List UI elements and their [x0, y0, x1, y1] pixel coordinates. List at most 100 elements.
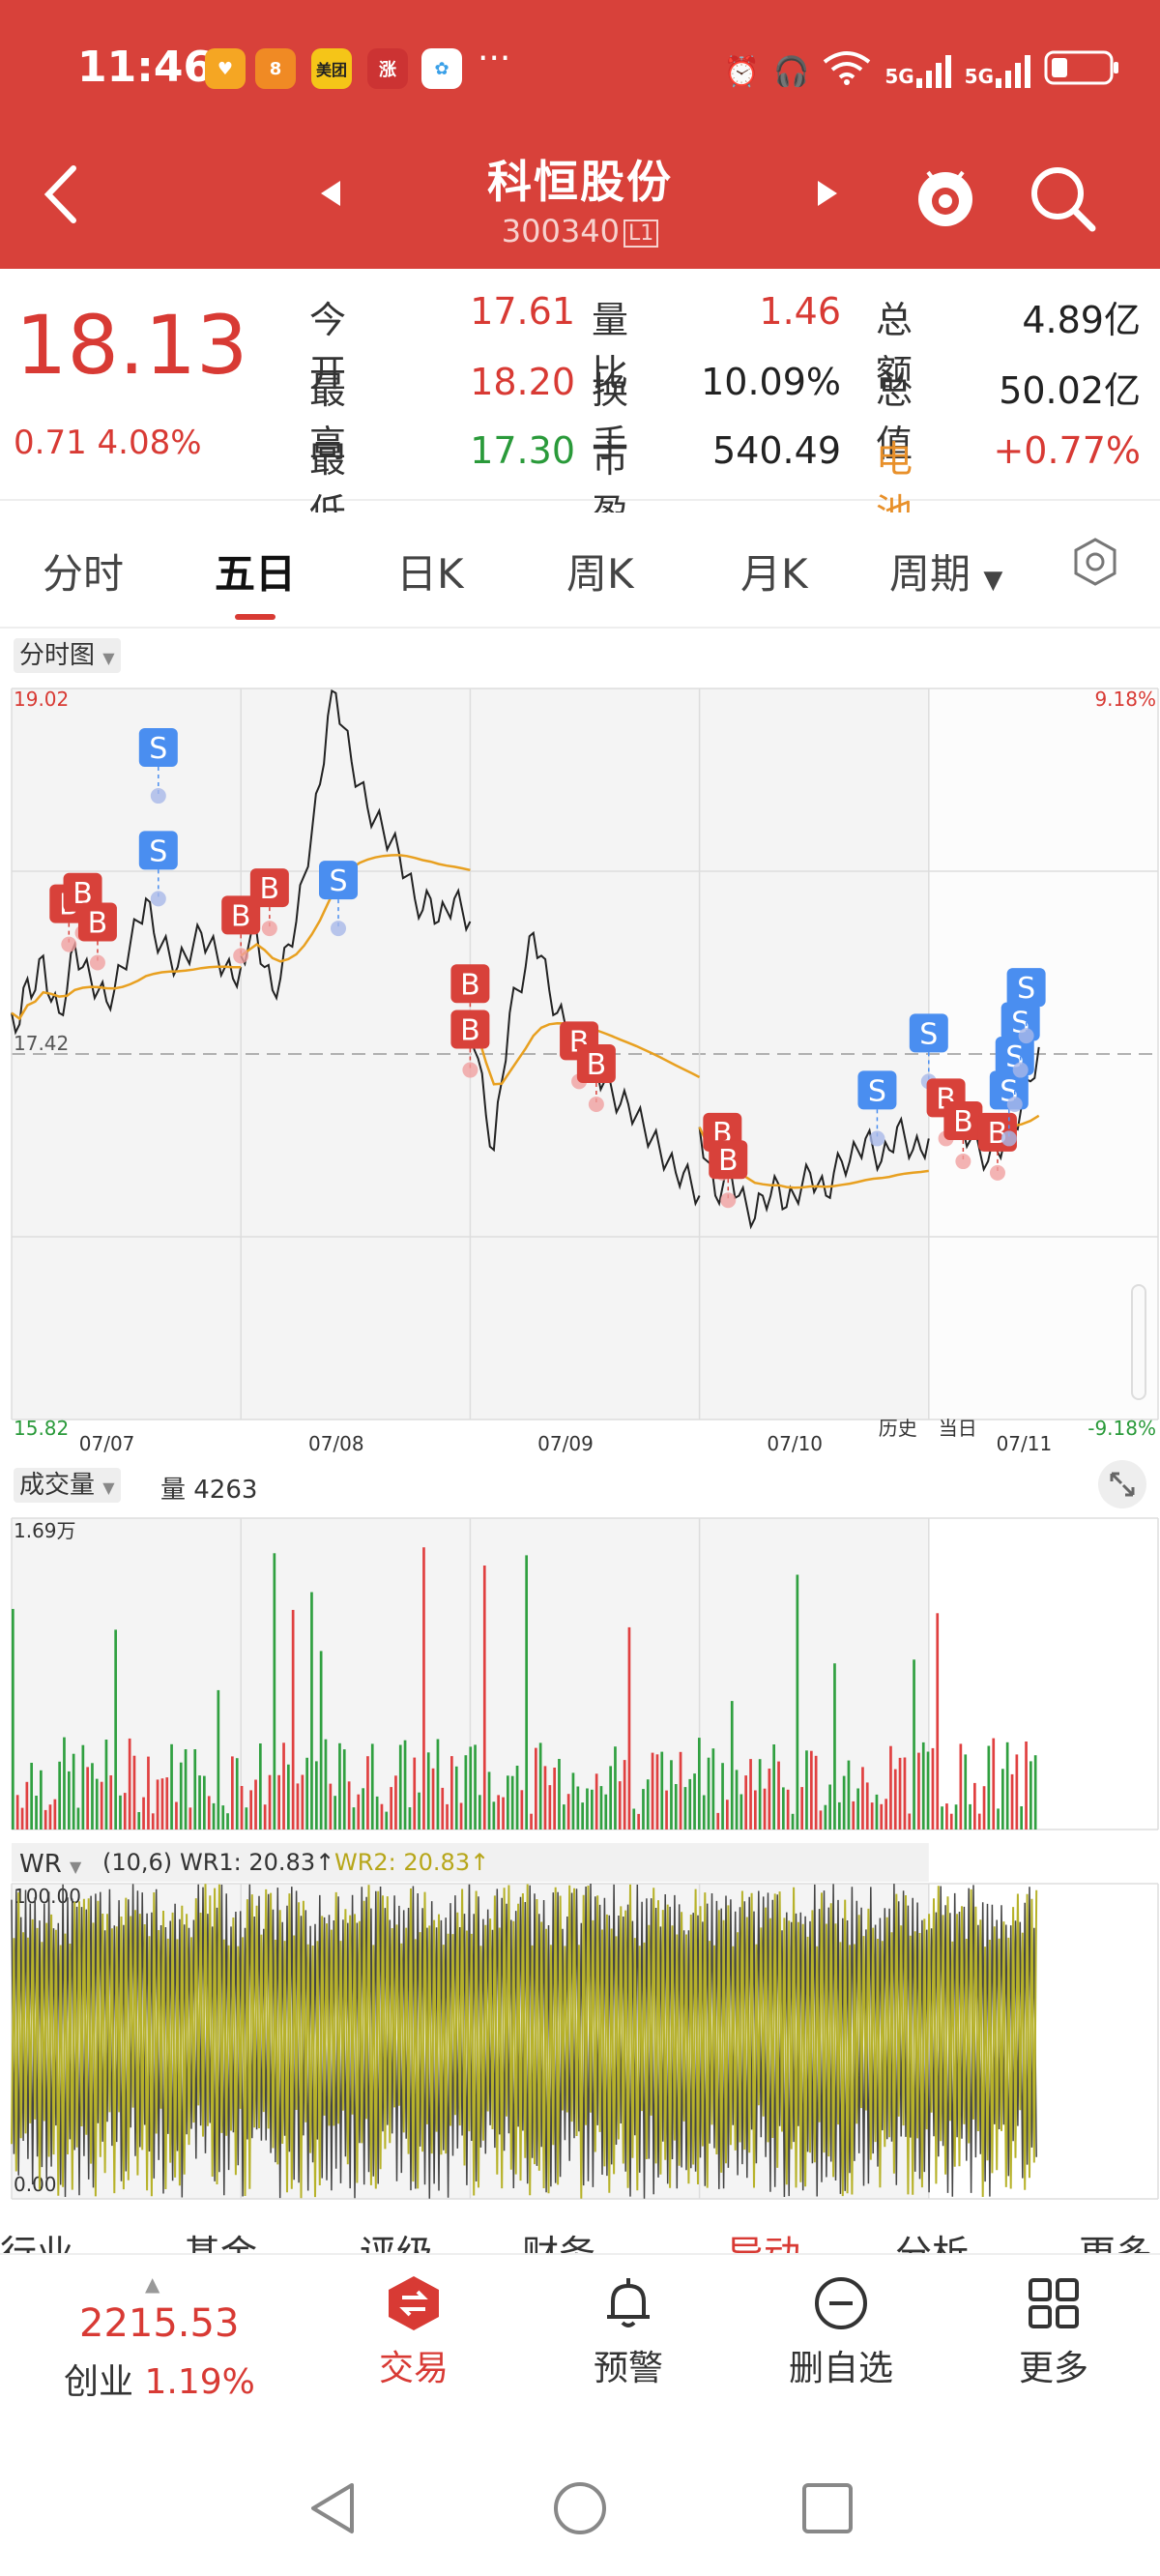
remove-watchlist-button[interactable]: 删自选	[764, 2274, 918, 2390]
alert-button[interactable]: 预警	[551, 2274, 706, 2390]
volume-bar-53	[259, 1743, 262, 1830]
wr-indicator-selector[interactable]: WR ▼	[14, 1847, 88, 1882]
signal-badge-9	[450, 1010, 490, 1049]
more-notifications-icon: ···	[478, 39, 511, 78]
volume-bar-213	[1005, 1742, 1009, 1830]
volume-bar-184	[870, 1802, 874, 1830]
volume-bar-211	[997, 1808, 1000, 1830]
info-tab-more[interactable]: 更多	[1079, 2224, 1152, 2253]
tab-daily-k[interactable]: 日K	[396, 550, 464, 598]
volume-bar-90	[431, 1768, 435, 1830]
android-nav-bar	[0, 2456, 1160, 2576]
tab-weekly-k[interactable]: 周K	[566, 550, 634, 598]
signal-label-17: B	[953, 1105, 973, 1139]
signal-label: 5G	[884, 65, 914, 88]
volume-bar-93	[446, 1803, 449, 1830]
volume-bar-19	[100, 1781, 103, 1830]
volume-bar-219	[1033, 1755, 1037, 1830]
volume-bar-198	[936, 1613, 940, 1830]
index-value[interactable]: 2215.53	[79, 2301, 240, 2346]
volume-bar-123	[586, 1788, 589, 1830]
assistant-button[interactable]	[914, 162, 976, 230]
volume-bar-95	[454, 1766, 458, 1830]
signal-dot-17	[955, 1154, 972, 1170]
volume-bar-186	[880, 1803, 884, 1830]
volume-bar-201	[949, 1813, 953, 1830]
volume-bar-117	[558, 1759, 561, 1830]
volume-bar-69	[334, 1796, 336, 1830]
wr-params: (10,6)	[102, 1849, 173, 1876]
info-tab-analysis[interactable]: 分析	[895, 2224, 969, 2253]
index-name-row[interactable]: 创业 1.19%	[64, 2354, 255, 2404]
volume-bar-42	[207, 1796, 211, 1830]
volume-bar-73	[352, 1807, 356, 1830]
info-tab-finance[interactable]: 财务	[522, 2224, 595, 2253]
back-button[interactable]	[41, 161, 79, 239]
info-tab-rating[interactable]: 评级	[360, 2224, 433, 2253]
quote-value-3: 18.20	[470, 361, 575, 403]
nav-recents-icon[interactable]	[800, 2481, 855, 2535]
volume-bar-196	[926, 1751, 930, 1830]
volume-bar-23	[119, 1795, 122, 1830]
tab-intraday[interactable]: 分时	[43, 550, 125, 598]
volume-bar-176	[833, 1663, 836, 1830]
volume-indicator-selector[interactable]: 成交量 ▼	[14, 1468, 121, 1503]
expand-chart-button[interactable]	[1098, 1460, 1146, 1508]
volume-bar-110	[525, 1555, 528, 1830]
tab-monthly-k[interactable]: 月K	[740, 550, 808, 598]
volume-bar-179	[847, 1760, 851, 1830]
volume-bar-187	[884, 1799, 887, 1830]
wr-axis-bottom: 0.00	[14, 2173, 57, 2196]
volume-bar-111	[530, 1813, 533, 1830]
volume-bar-178	[842, 1775, 846, 1830]
axis-date-4: 07/11	[997, 1432, 1053, 1455]
chart-settings-button[interactable]	[1069, 536, 1121, 598]
wr-header-bg	[12, 1843, 929, 1882]
trade-button[interactable]: 交易	[336, 2274, 491, 2390]
volume-bar-67	[324, 1739, 328, 1830]
five-day-chart[interactable]: BBBSSBBSBBBBBBSSBBBSSSS 19.0217.4215.829…	[10, 636, 1160, 2203]
volume-bar-103	[492, 1801, 496, 1830]
volume-bar-15	[81, 1744, 85, 1830]
signal-dot-4	[150, 891, 166, 907]
signal-badge-22	[1006, 968, 1046, 1008]
avg-line-07/07	[11, 965, 242, 1021]
signal-badge-15	[909, 1013, 948, 1053]
chart-scroll-handle[interactable]	[1131, 1284, 1146, 1400]
signal-dot-18	[989, 1164, 1005, 1181]
volume-bar-136	[646, 1779, 650, 1830]
volume-bar-39	[193, 1749, 197, 1830]
info-tab-fund[interactable]: 基金	[184, 2224, 257, 2253]
status-bar: 11:46 ♥ 8 美团 涨 ✿ ··· ⏰ 🎧 5G 5G	[0, 0, 1160, 135]
nav-back-icon[interactable]	[305, 2479, 360, 2537]
next-stock-button[interactable]	[816, 178, 839, 217]
main-chart-type-selector[interactable]: 分时图 ▼	[14, 638, 121, 673]
volume-bar-70	[338, 1742, 341, 1830]
tab-period-dropdown[interactable]: 周期 ▼	[889, 542, 1002, 600]
info-tab-abnormal[interactable]: 异动	[727, 2224, 800, 2253]
prev-stock-button[interactable]	[319, 178, 342, 217]
notification-app-icon: 8	[255, 48, 296, 89]
volume-bar-12	[68, 1771, 71, 1830]
search-button[interactable]	[1029, 164, 1096, 232]
volume-bar-156	[740, 1794, 743, 1830]
volume-bar-195	[921, 1742, 925, 1830]
volume-bar-208	[982, 1786, 986, 1830]
volume-bar-85	[408, 1807, 412, 1830]
volume-bar-167	[791, 1813, 795, 1830]
trade-icon	[389, 2276, 439, 2330]
zhang-app-icon: 涨	[367, 48, 408, 89]
volume-bar-18	[95, 1778, 99, 1830]
volume-bar-197	[931, 1747, 935, 1830]
info-tab-industry[interactable]: 行业	[0, 2224, 73, 2253]
tab-five-day[interactable]: 五日	[215, 542, 296, 620]
triangle-left-icon	[321, 181, 340, 206]
volume-bar-28	[142, 1797, 145, 1830]
volume-bar-119	[566, 1794, 570, 1830]
volume-bar-46	[226, 1813, 229, 1830]
volume-bar-0	[12, 1608, 14, 1830]
bottom-toolbar: ▲ 2215.53 创业 1.19% 交易 预警 删自选 更多	[0, 2253, 1160, 2417]
nav-home-icon[interactable]	[551, 2479, 609, 2537]
more-button[interactable]: 更多	[976, 2274, 1131, 2390]
volume-bar-206	[973, 1782, 976, 1830]
